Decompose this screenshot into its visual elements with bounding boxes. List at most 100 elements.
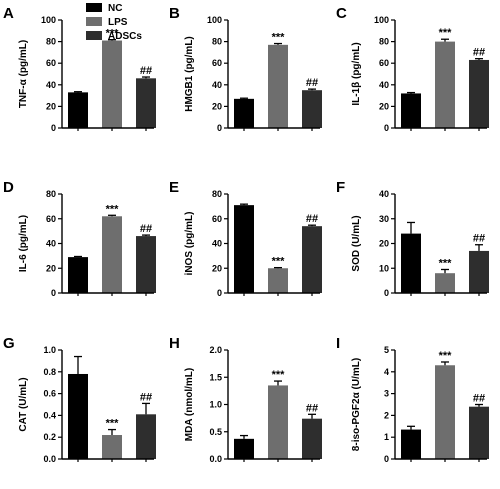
y-tick-label-i: 1 bbox=[384, 432, 389, 442]
y-tick-label-g: 0.8 bbox=[43, 367, 56, 377]
bar-b-nc bbox=[234, 98, 254, 128]
y-tick-label-c: 60 bbox=[379, 58, 389, 68]
bar-b-adscs bbox=[302, 90, 322, 128]
bar-b-lps bbox=[268, 44, 288, 129]
significance-label-h-adscs: ## bbox=[306, 402, 318, 414]
significance-label-f-adscs: ## bbox=[473, 233, 485, 245]
panel-b: B HMGB1 (pg/mL) *** ## 0 20 40 60 80 100 bbox=[169, 5, 322, 133]
bar-e-lps bbox=[268, 268, 288, 293]
bar-g-nc bbox=[68, 373, 88, 459]
significance-label-a-adscs: ## bbox=[140, 65, 152, 77]
panel-a: A TNF-α (pg/mL) *** ## 0 20 40 60 80 100 bbox=[3, 5, 156, 133]
panel-f: F SOD (U/mL) *** ## 0 10 20 30 40 bbox=[336, 179, 489, 298]
y-tick-label-a: 80 bbox=[46, 37, 56, 47]
y-tick-label-c: 40 bbox=[379, 80, 389, 90]
bar-i-lps bbox=[435, 365, 455, 459]
bar-g-adscs bbox=[136, 414, 156, 459]
bar-a-adscs bbox=[136, 78, 156, 128]
bar-h-lps bbox=[268, 385, 288, 459]
y-tick-label-f: 40 bbox=[379, 189, 389, 199]
panel-h: H MDA (nmol/mL) *** ## 0.0 0.5 1.0 1.5 2.0 bbox=[169, 335, 322, 464]
y-axis-label-f: SOD (U/mL) bbox=[351, 215, 362, 271]
legend: NC LPS ADSCs bbox=[86, 3, 142, 42]
y-tick-label-e: 0 bbox=[217, 288, 222, 298]
y-tick-label-a: 100 bbox=[41, 15, 56, 25]
significance-label-e-lps: *** bbox=[272, 256, 286, 268]
y-tick-label-f: 0 bbox=[384, 288, 389, 298]
y-tick-label-i: 5 bbox=[384, 345, 389, 355]
y-tick-label-a: 20 bbox=[46, 101, 56, 111]
y-tick-label-h: 0.5 bbox=[209, 427, 222, 437]
bar-d-adscs bbox=[136, 236, 156, 293]
significance-label-a-lps: *** bbox=[106, 28, 120, 40]
y-tick-label-b: 20 bbox=[212, 101, 222, 111]
y-tick-label-e: 60 bbox=[212, 214, 222, 224]
bar-h-adscs bbox=[302, 418, 322, 459]
y-tick-label-g: 0.0 bbox=[43, 454, 56, 464]
bar-i-adscs bbox=[469, 406, 489, 459]
legend-swatch-nc bbox=[86, 3, 102, 12]
y-tick-label-a: 40 bbox=[46, 80, 56, 90]
y-tick-label-i: 4 bbox=[384, 367, 389, 377]
panel-letter-g: G bbox=[3, 335, 15, 352]
panel-d: D IL-6 (pg/mL) *** ## 0 20 40 60 80 bbox=[3, 179, 156, 298]
legend-label-adscs: ADSCs bbox=[108, 31, 142, 42]
y-tick-label-e: 80 bbox=[212, 189, 222, 199]
significance-label-g-lps: *** bbox=[106, 418, 120, 430]
bar-f-nc bbox=[401, 233, 421, 293]
bar-e-nc bbox=[234, 205, 254, 293]
significance-label-i-lps: *** bbox=[439, 350, 453, 362]
significance-label-g-adscs: ## bbox=[140, 391, 152, 403]
bar-d-lps bbox=[102, 216, 122, 293]
y-tick-label-a: 0 bbox=[51, 123, 56, 133]
legend-label-nc: NC bbox=[108, 3, 122, 14]
y-tick-label-g: 0.4 bbox=[43, 410, 56, 420]
y-tick-label-g: 0.6 bbox=[43, 389, 56, 399]
y-tick-label-f: 30 bbox=[379, 214, 389, 224]
significance-label-d-adscs: ## bbox=[140, 223, 152, 235]
panel-g: G CAT (U/mL) *** ## 0.0 0.2 0.4 0.6 0.8 1.0 bbox=[3, 335, 156, 464]
y-axis-label-c: IL-1β (pg/mL) bbox=[351, 42, 362, 105]
legend-swatch-adscs bbox=[86, 31, 102, 40]
significance-label-c-adscs: ## bbox=[473, 47, 485, 59]
y-tick-label-d: 60 bbox=[46, 214, 56, 224]
y-tick-label-d: 20 bbox=[46, 263, 56, 273]
y-tick-label-h: 2.0 bbox=[209, 345, 222, 355]
bar-d-nc bbox=[68, 257, 88, 293]
y-tick-label-a: 60 bbox=[46, 58, 56, 68]
significance-label-d-lps: *** bbox=[106, 203, 120, 215]
bar-c-lps bbox=[435, 41, 455, 128]
legend-swatch-lps bbox=[86, 17, 102, 26]
bar-c-adscs bbox=[469, 59, 489, 128]
y-tick-label-i: 2 bbox=[384, 410, 389, 420]
bar-f-adscs bbox=[469, 250, 489, 293]
significance-label-b-adscs: ## bbox=[306, 77, 318, 89]
y-tick-label-b: 0 bbox=[217, 123, 222, 133]
y-tick-label-g: 0.2 bbox=[43, 432, 56, 442]
panel-letter-f: F bbox=[336, 179, 345, 196]
bar-a-lps bbox=[102, 40, 122, 128]
y-tick-label-i: 3 bbox=[384, 389, 389, 399]
y-tick-label-b: 40 bbox=[212, 80, 222, 90]
legend-label-lps: LPS bbox=[108, 17, 128, 28]
bar-h-nc bbox=[234, 438, 254, 459]
y-tick-label-h: 0.0 bbox=[209, 454, 222, 464]
y-tick-label-f: 20 bbox=[379, 239, 389, 249]
bar-g-lps bbox=[102, 435, 122, 459]
panel-letter-b: B bbox=[169, 5, 180, 22]
y-tick-label-d: 40 bbox=[46, 239, 56, 249]
y-axis-label-a: TNF-α (pg/mL) bbox=[18, 40, 29, 108]
significance-label-c-lps: *** bbox=[439, 27, 453, 39]
y-tick-label-b: 100 bbox=[207, 15, 222, 25]
y-tick-label-d: 0 bbox=[51, 288, 56, 298]
y-axis-label-b: HMGB1 (pg/mL) bbox=[184, 36, 195, 112]
y-tick-label-f: 10 bbox=[379, 263, 389, 273]
y-axis-label-h: MDA (nmol/mL) bbox=[184, 368, 195, 442]
y-axis-label-e: iNOS (pg/mL) bbox=[184, 212, 195, 276]
y-tick-label-d: 80 bbox=[46, 189, 56, 199]
panel-letter-e: E bbox=[169, 179, 179, 196]
panel-letter-i: I bbox=[336, 335, 340, 352]
bar-f-lps bbox=[435, 273, 455, 293]
y-tick-label-b: 80 bbox=[212, 37, 222, 47]
